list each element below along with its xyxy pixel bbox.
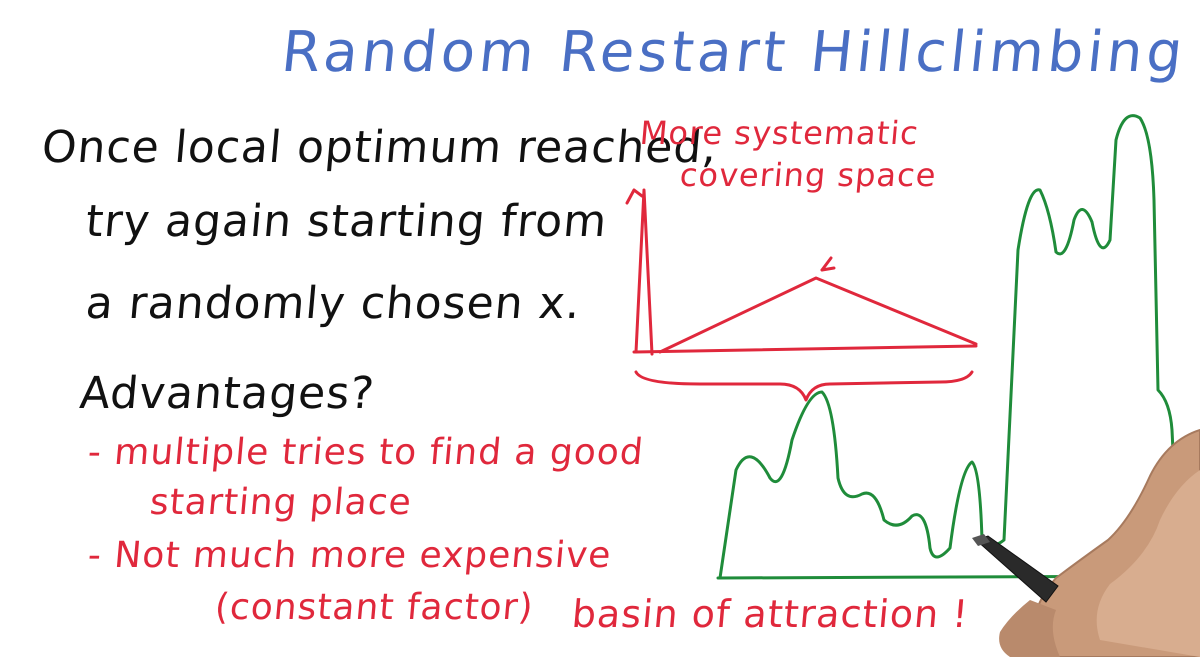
red-baseline	[632, 344, 978, 354]
red-spike-arrow	[625, 188, 644, 205]
red-triangle-arrow	[820, 256, 836, 272]
hand-with-pen	[972, 428, 1200, 657]
green-landscape-curve	[718, 114, 1176, 580]
red-triangle	[658, 276, 978, 354]
red-spike	[634, 188, 654, 356]
red-brace	[634, 370, 974, 402]
pen-icon	[975, 535, 1059, 603]
